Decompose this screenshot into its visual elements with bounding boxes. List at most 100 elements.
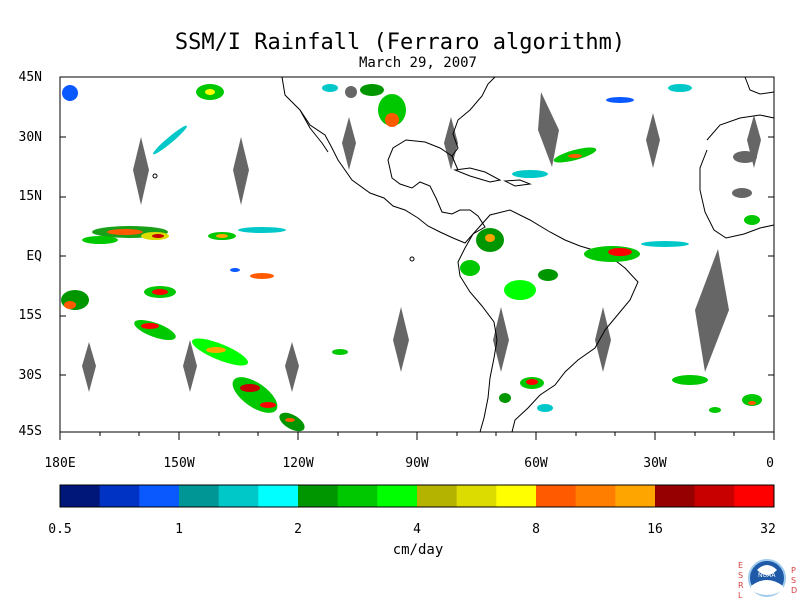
lat-label-30s: 30S [18, 368, 42, 383]
swath-gap [733, 151, 757, 163]
colorbar-cell [218, 485, 259, 507]
rain-patch [260, 402, 276, 408]
logo-letter: S [791, 576, 797, 585]
logo-noaa-text: NOAA [758, 572, 776, 579]
rain-patch [606, 97, 634, 103]
rain-patch [608, 248, 632, 256]
logo-letter: E [738, 561, 744, 570]
rain-patch [238, 227, 286, 233]
rain-patch [107, 229, 143, 235]
swath-gap [393, 307, 409, 372]
colorbar-cell [417, 485, 458, 507]
rain-patch [279, 412, 305, 432]
colorbar-label-4: 4 [413, 522, 421, 537]
noaa-logo [748, 559, 786, 597]
lon-label-180e: 180E [44, 456, 76, 471]
rain-patch [285, 418, 295, 422]
lat-label-eq: EQ [26, 249, 42, 264]
coastline-baja [299, 109, 329, 153]
colorbar-cell [337, 485, 378, 507]
rain-patch [641, 241, 689, 247]
rain-patch [526, 379, 538, 385]
lon-ticks [59, 432, 775, 440]
colorbar-cell [496, 485, 537, 507]
rain-patch [504, 280, 536, 300]
swath-gap [82, 342, 96, 392]
map-date: March 29, 2007 [358, 55, 477, 71]
rain-patch [62, 85, 78, 101]
island-hawaii [152, 173, 158, 179]
colorbar [60, 485, 775, 507]
swath-gap [695, 249, 729, 372]
colorbar-cell [734, 485, 775, 507]
rain-patch [322, 84, 338, 92]
rain-patch [538, 269, 558, 281]
rain-patch [385, 113, 399, 127]
rain-patch [152, 289, 168, 295]
colorbar-label-16: 16 [647, 522, 663, 537]
rain-patch [82, 236, 118, 244]
swath-gap [285, 342, 299, 392]
lat-label-30n: 30N [18, 130, 42, 145]
rain-patch [485, 234, 495, 242]
lon-label-0: 0 [766, 456, 774, 471]
coastline-iberia [744, 76, 775, 95]
island-galapagos [409, 256, 415, 262]
coastline-south-america [457, 209, 639, 433]
colorbar-label-1: 1 [175, 522, 183, 537]
rain-patch [744, 215, 760, 225]
colorbar-cell [456, 485, 497, 507]
rain-patch [668, 84, 692, 92]
colorbar-cell [99, 485, 140, 507]
rain-patch [709, 407, 721, 413]
swath-gap [342, 117, 356, 170]
colorbar-units: cm/day [392, 542, 444, 558]
colorbar-label-8: 8 [532, 522, 540, 537]
lat-label-15s: 15S [18, 308, 42, 323]
lon-label-60w: 60W [524, 456, 548, 471]
rain-patch [460, 260, 480, 276]
colorbar-frame [59, 484, 775, 508]
colorbar-label-0-5: 0.5 [48, 522, 72, 537]
rain-patch [378, 94, 406, 126]
logo-letter: S [738, 571, 744, 580]
satellite-swath-gaps [82, 86, 761, 392]
colorbar-cell [258, 485, 299, 507]
colorbar-cell [179, 485, 220, 507]
rain-patch [230, 268, 240, 272]
lat-label-45s: 45S [18, 424, 42, 439]
rain-patch [360, 84, 384, 96]
rain-patch [672, 375, 708, 385]
rain-patch [152, 234, 164, 238]
colorbar-cell [536, 485, 577, 507]
logo-letter: L [738, 591, 743, 600]
coastline-cuba [453, 167, 502, 183]
map-title: SSM/I Rainfall (Ferraro algorithm) [174, 30, 626, 55]
colorbar-cell [655, 485, 696, 507]
lat-ticks [60, 136, 774, 376]
coastline-florida [451, 155, 459, 171]
coastlines [152, 76, 775, 433]
rain-patch [499, 393, 511, 403]
map-frame [59, 76, 775, 433]
rain-patch [64, 301, 76, 309]
swath-gap [646, 113, 660, 168]
rain-patch [568, 154, 582, 158]
swath-gap [538, 92, 559, 167]
colorbar-cell [377, 485, 418, 507]
swath-gap [133, 137, 149, 205]
colorbar-cell [694, 485, 735, 507]
rain-patch [206, 347, 226, 353]
coastline-africa [699, 114, 775, 239]
swath-gap [747, 115, 761, 168]
swath-gap [595, 307, 611, 372]
lon-label-30w: 30W [643, 456, 667, 471]
colorbar-cell [139, 485, 180, 507]
colorbar-cell [615, 485, 656, 507]
colorbar-label-32: 32 [760, 522, 776, 537]
rain-patch [748, 401, 756, 405]
lon-label-90w: 90W [405, 456, 429, 471]
rain-patch [141, 323, 159, 329]
rain-patch [240, 384, 260, 392]
